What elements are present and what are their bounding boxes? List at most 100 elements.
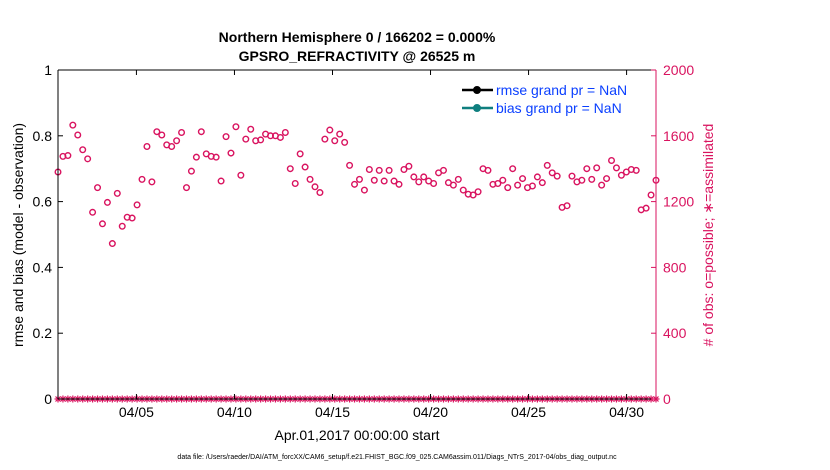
possible-obs-point — [281, 129, 289, 137]
possible-obs-point — [227, 149, 235, 157]
possible-obs-point — [598, 181, 606, 189]
possible-obs-point — [286, 165, 294, 173]
possible-obs-point — [583, 165, 591, 173]
possible-obs-point — [168, 142, 176, 150]
possible-obs-point — [242, 135, 250, 143]
possible-obs-point — [197, 128, 205, 136]
possible-obs-point — [509, 165, 517, 173]
possible-obs-point — [449, 181, 457, 189]
possible-obs-point — [528, 182, 536, 190]
possible-obs-point — [74, 131, 82, 139]
possible-obs-point — [504, 184, 512, 192]
x-axis-label: Apr.01,2017 00:00:00 start — [274, 427, 439, 443]
y-right-tick-label: 800 — [663, 259, 687, 275]
possible-obs-point — [568, 172, 576, 180]
possible-obs-point — [138, 175, 146, 183]
y-right-tick-label: 400 — [663, 325, 687, 341]
possible-obs-point — [469, 191, 477, 199]
possible-obs-point — [237, 171, 245, 179]
possible-obs-point — [296, 150, 304, 158]
possible-obs-point — [341, 138, 349, 146]
possible-obs-point — [321, 135, 329, 143]
possible-obs-point — [578, 176, 586, 184]
possible-obs-point — [370, 176, 378, 184]
possible-obs-point — [158, 131, 166, 139]
possible-obs-point — [306, 175, 314, 183]
possible-obs-point — [232, 123, 240, 131]
possible-obs-point — [632, 166, 640, 174]
possible-obs-point — [173, 137, 181, 145]
possible-obs-point — [148, 178, 156, 186]
possible-obs-point — [69, 121, 77, 129]
possible-obs-point — [390, 177, 398, 185]
possible-obs-point — [217, 177, 225, 185]
possible-obs-point — [484, 166, 492, 174]
possible-obs-point — [133, 201, 141, 209]
y-left-tick-label: 0.2 — [33, 325, 53, 341]
possible-obs-point — [346, 161, 354, 169]
possible-obs-point — [420, 173, 428, 181]
possible-obs-point — [108, 240, 116, 248]
legend: rmse grand pr = NaN bias grand pr = NaN — [457, 78, 650, 118]
possible-obs-point — [538, 179, 546, 187]
possible-obs-point — [118, 222, 126, 230]
possible-obs-point — [499, 176, 507, 184]
y-left-tick-label: 0.6 — [33, 194, 53, 210]
possible-obs-point — [143, 142, 151, 150]
x-tick-label: 04/30 — [609, 404, 644, 420]
possible-obs-point — [439, 166, 447, 174]
possible-obs-point — [178, 129, 186, 137]
possible-obs-point — [543, 161, 551, 169]
y-right-tick-label: 2000 — [663, 62, 694, 78]
possible-obs-point — [187, 167, 195, 175]
possible-obs-point — [588, 175, 596, 183]
possible-obs-point — [355, 175, 363, 183]
possible-obs-point — [474, 188, 482, 196]
possible-obs-point — [380, 177, 388, 185]
possible-obs-point — [316, 189, 324, 197]
possible-obs-point — [519, 175, 527, 183]
possible-obs-point — [365, 166, 373, 174]
possible-obs-point — [94, 184, 102, 192]
possible-obs-point — [395, 180, 403, 188]
possible-obs-point — [647, 191, 655, 199]
possible-obs-point — [608, 156, 616, 164]
possible-obs-point — [533, 173, 541, 181]
possible-obs-point — [410, 173, 418, 181]
possible-obs-point — [459, 186, 467, 194]
possible-obs-point — [212, 153, 220, 161]
possible-obs-point — [153, 128, 161, 136]
possible-obs-point — [494, 180, 502, 188]
possible-obs-point — [405, 162, 413, 170]
y-right-tick-label: 1200 — [663, 194, 694, 210]
y-axis-label-right: # of obs: o=possible; ∗=assimilated — [700, 124, 716, 347]
possible-obs-point — [311, 183, 319, 191]
possible-obs-point — [563, 202, 571, 210]
possible-obs-point — [326, 126, 334, 134]
legend-marker — [473, 104, 481, 112]
possible-obs-point — [454, 175, 462, 183]
y-left-tick-label: 0.4 — [33, 259, 53, 275]
possible-obs-point — [360, 186, 368, 194]
axes: 0 0.2 0.4 0.6 0.8 1 0 400 800 1200 1600 2000 04/05 04… — [33, 62, 695, 420]
x-tick-label: 04/20 — [413, 404, 448, 420]
possible-obs-point — [400, 166, 408, 174]
y-right-tick-label: 1600 — [663, 128, 694, 144]
y-axis-label-left: rmse and bias (model - observation) — [10, 123, 26, 347]
x-tick-label: 04/10 — [217, 404, 252, 420]
y-left-tick-label: 0.8 — [33, 128, 53, 144]
y-right-tick-label: 0 — [663, 391, 671, 407]
possible-obs-point — [301, 163, 309, 171]
possible-obs-point — [331, 137, 339, 145]
legend-label: rmse grand pr = NaN — [496, 82, 627, 98]
possible-obs-point — [103, 198, 111, 206]
possible-obs-point — [128, 214, 136, 222]
possible-obs-point — [415, 178, 423, 186]
chart-title-line1: Northern Hemisphere 0 / 166202 = 0.000% — [219, 29, 496, 45]
chart-title-line2: GPSRO_REFRACTIVITY @ 26525 m — [239, 48, 476, 64]
possible-obs-point — [182, 184, 190, 192]
possible-obs-point — [351, 180, 359, 188]
possible-obs-point — [336, 130, 344, 138]
possible-obs-point — [603, 175, 611, 183]
